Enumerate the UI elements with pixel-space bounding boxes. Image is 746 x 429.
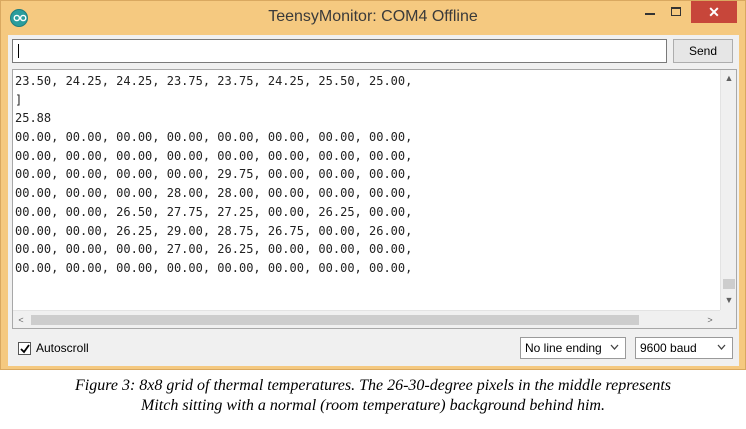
output-line: 00.00, 00.00, 00.00, 00.00, 00.00, 00.00… — [15, 260, 413, 275]
output-line: 00.00, 00.00, 00.00, 00.00, 00.00, 00.00… — [15, 148, 413, 163]
output-lines: 23.50, 24.25, 24.25, 23.75, 23.75, 24.25… — [15, 72, 715, 278]
serial-input-field[interactable] — [12, 39, 667, 63]
output-line: 00.00, 00.00, 00.00, 28.00, 28.00, 00.00… — [15, 186, 413, 201]
minimize-icon — [645, 13, 655, 15]
chevron-down-icon — [717, 344, 726, 350]
autoscroll-checkbox[interactable] — [18, 342, 31, 355]
serial-output-pane[interactable]: 23.50, 24.25, 24.25, 23.75, 23.75, 24.25… — [12, 69, 737, 329]
line-ending-value: No line ending — [525, 341, 602, 355]
line-ending-select[interactable]: No line ending — [520, 337, 626, 359]
output-line: 23.50, 24.25, 24.25, 23.75, 23.75, 24.25… — [15, 74, 413, 88]
output-line: 00.00, 00.00, 00.00, 00.00, 29.75, 00.00… — [15, 167, 413, 182]
checkmark-icon — [20, 344, 30, 354]
horizontal-scroll-thumb[interactable] — [31, 315, 639, 325]
baud-rate-select[interactable]: 9600 baud — [635, 337, 733, 359]
horizontal-scrollbar[interactable]: < > — [13, 310, 720, 328]
scroll-left-icon[interactable]: < — [18, 315, 24, 325]
status-bar: Autoscroll No line ending 9600 baud — [8, 331, 739, 365]
app-window: TeensyMonitor: COM4 Offline ✕ Send 23.50… — [0, 0, 746, 370]
close-icon: ✕ — [708, 4, 720, 20]
send-button[interactable]: Send — [673, 39, 733, 63]
caption-line-1: Figure 3: 8x8 grid of thermal temperatur… — [74, 377, 672, 394]
monitor-client-area: Send 23.50, 24.25, 24.25, 23.75, 23.75, … — [8, 35, 739, 366]
output-line: 00.00, 00.00, 26.50, 27.75, 27.25, 00.00… — [15, 204, 413, 219]
baud-rate-value: 9600 baud — [640, 341, 697, 355]
output-line: ] — [15, 92, 23, 107]
output-line: 00.00, 00.00, 26.25, 29.00, 28.75, 26.75… — [15, 223, 413, 238]
maximize-button[interactable] — [663, 1, 689, 23]
output-line: 25.88 — [15, 111, 52, 126]
vertical-scrollbar[interactable]: ▲ ▼ — [720, 70, 736, 310]
close-button[interactable]: ✕ — [691, 1, 737, 23]
vertical-scroll-thumb[interactable] — [723, 279, 735, 289]
figure-caption: Figure 3: 8x8 grid of thermal temperatur… — [0, 376, 746, 416]
scroll-up-icon[interactable]: ▲ — [724, 73, 734, 83]
arduino-infinity-icon — [10, 9, 28, 27]
autoscroll-label: Autoscroll — [36, 341, 89, 355]
caption-line-2: Mitch sitting with a normal (room temper… — [141, 397, 605, 414]
output-line: 00.00, 00.00, 00.00, 00.00, 00.00, 00.00… — [15, 130, 413, 145]
scroll-down-icon[interactable]: ▼ — [724, 295, 734, 305]
text-caret — [18, 44, 19, 58]
scrollbar-corner — [720, 310, 736, 328]
output-line: 00.00, 00.00, 00.00, 27.00, 26.25, 00.00… — [15, 242, 413, 257]
window-title: TeensyMonitor: COM4 Offline — [268, 8, 478, 25]
chevron-down-icon — [610, 344, 619, 350]
minimize-button[interactable] — [637, 1, 663, 23]
scroll-right-icon[interactable]: > — [707, 315, 713, 325]
maximize-icon — [671, 7, 681, 16]
title-bar[interactable]: TeensyMonitor: COM4 Offline ✕ — [1, 1, 745, 35]
